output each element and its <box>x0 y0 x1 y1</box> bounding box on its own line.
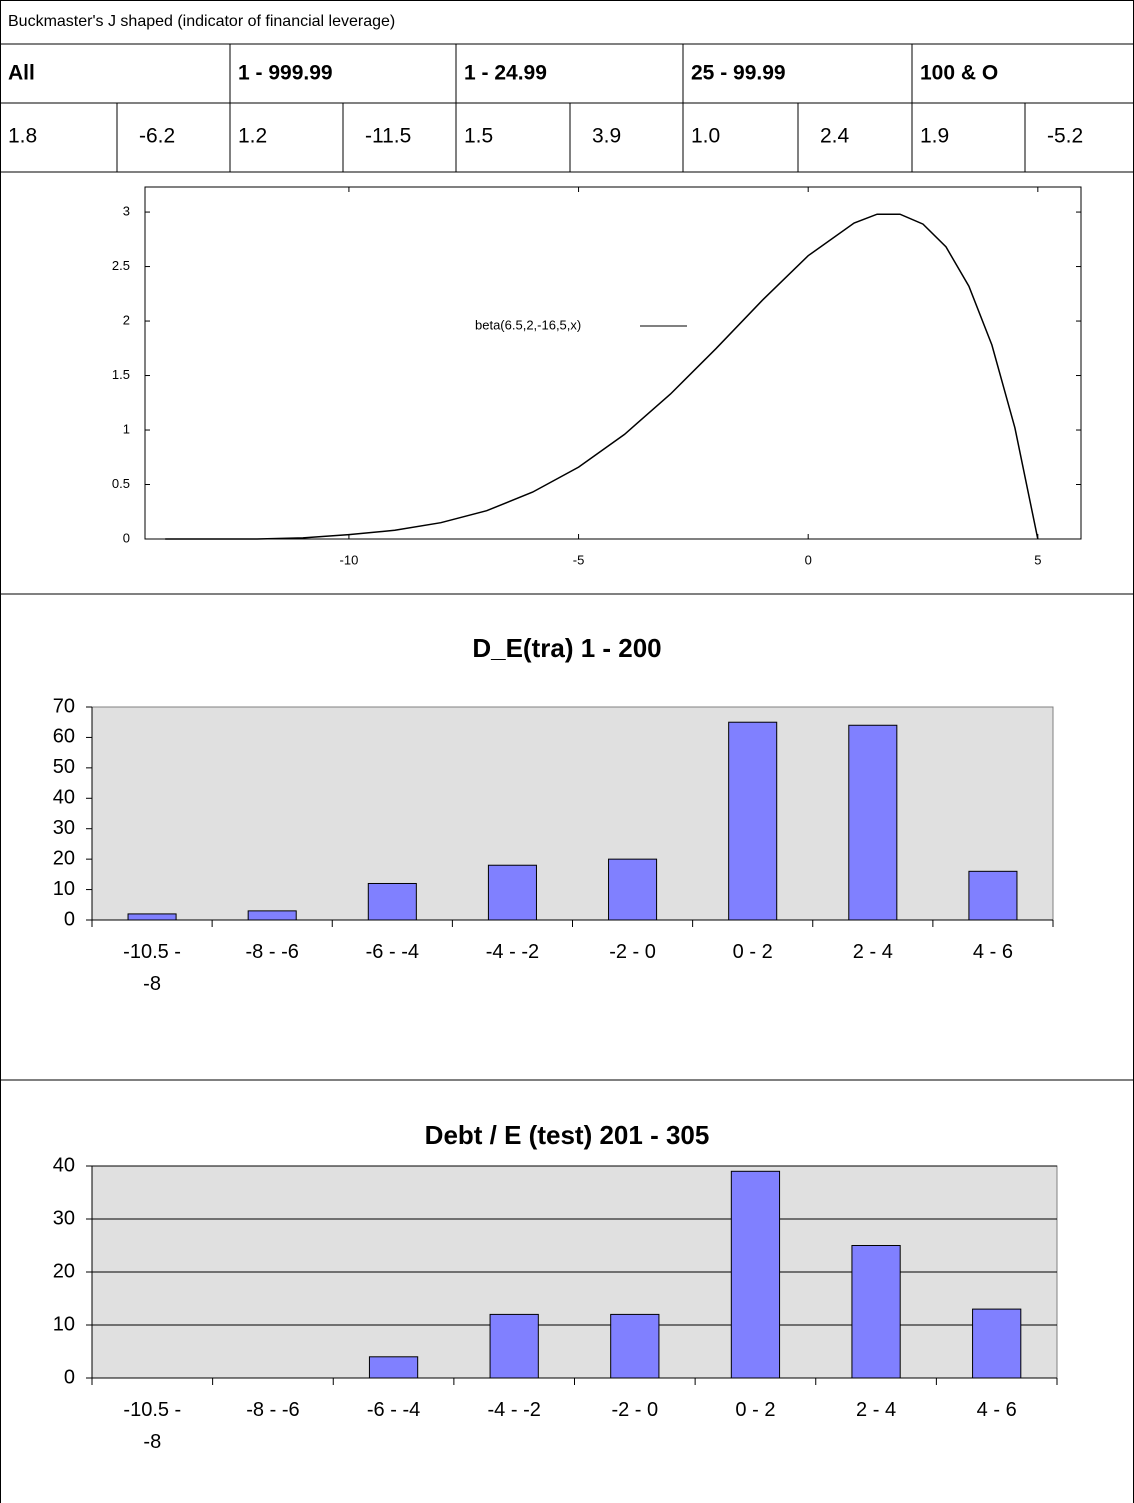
y-tick-label: 1 <box>123 421 130 436</box>
bar <box>730 1170 781 1379</box>
y-tick-label: 2.5 <box>112 258 130 273</box>
x-tick-label: -6 - -4 <box>365 941 419 963</box>
bar <box>127 913 177 921</box>
y-tick-label: 50 <box>53 756 75 778</box>
table-title: Buckmaster's J shaped (indicator of fina… <box>8 13 395 30</box>
x-tick-label: -4 - -2 <box>487 1399 541 1421</box>
bar <box>608 858 658 921</box>
y-tick-label: 60 <box>53 726 75 748</box>
bar <box>247 910 297 921</box>
bar <box>848 724 898 921</box>
x-tick-label: -2 - 0 <box>609 941 656 963</box>
x-tick-label: 2 - 4 <box>852 941 893 963</box>
plot-frame <box>144 186 1082 540</box>
table-cell: 2.4 <box>820 125 850 148</box>
chart-title: Debt / E (test) 201 - 305 <box>425 1120 710 1150</box>
y-tick-label: 40 <box>53 787 75 809</box>
x-tick-label: -5 <box>573 552 585 567</box>
x-tick-label: 2 - 4 <box>856 1399 897 1421</box>
x-tick-label: -10.5 - -8 <box>123 941 181 995</box>
chart-title: D_E(tra) 1 - 200 <box>472 633 661 663</box>
bar <box>972 1308 1022 1379</box>
y-tick-label: 10 <box>53 1313 75 1335</box>
table-cell: 1.5 <box>464 125 493 148</box>
y-tick-label: 40 <box>53 1154 75 1176</box>
y-tick-label: 0 <box>64 1366 75 1388</box>
x-tick-label: -4 - -2 <box>485 941 540 963</box>
legend-label: beta(6.5,2,-16,5,x) <box>475 317 581 332</box>
x-tick-label: -6 - -4 <box>366 1399 421 1421</box>
x-tick-label: 0 - 2 <box>735 1399 776 1421</box>
bar <box>728 721 778 921</box>
y-tick-label: 10 <box>53 878 75 900</box>
table-cell: -5.2 <box>1047 125 1083 148</box>
table-cell: 1.0 <box>691 125 720 148</box>
bar <box>367 882 417 921</box>
bar <box>368 1356 419 1379</box>
table-cell: 1.9 <box>920 125 949 148</box>
table-cell: -11.5 <box>365 125 411 148</box>
y-tick-label: 1.5 <box>112 367 130 382</box>
x-tick-label: -10 <box>340 552 359 567</box>
table-cell: 1.8 <box>8 125 37 148</box>
line-series <box>165 213 1039 540</box>
y-tick-label: 20 <box>53 1260 75 1282</box>
x-tick-label: 4 - 6 <box>972 941 1013 963</box>
bar <box>489 1313 539 1379</box>
table-header: 25 - 99.99 <box>691 62 786 85</box>
table-cell: 3.9 <box>592 125 621 148</box>
table-cell: 1.2 <box>238 125 267 148</box>
y-tick-label: 2 <box>123 312 130 327</box>
bar <box>487 864 537 921</box>
y-tick-label: 20 <box>53 847 75 869</box>
x-tick-label: -8 - -6 <box>246 1399 300 1421</box>
x-tick-label: 4 - 6 <box>976 1399 1017 1421</box>
x-tick-label: -10.5 - -8 <box>123 1399 182 1453</box>
bar <box>968 870 1018 921</box>
x-tick-label: 5 <box>1034 552 1041 567</box>
table-header: 1 - 999.99 <box>238 62 333 85</box>
y-tick-label: 3 <box>123 204 130 219</box>
y-tick-label: 70 <box>53 695 75 717</box>
x-tick-label: -2 - 0 <box>611 1399 659 1421</box>
x-tick-label: -8 - -6 <box>245 941 299 963</box>
plot-area <box>91 706 1054 921</box>
table-cell: -6.2 <box>139 125 175 148</box>
table-header: 1 - 24.99 <box>464 62 547 85</box>
x-tick-label: 0 - 2 <box>732 941 773 963</box>
y-tick-label: 0 <box>64 908 75 930</box>
bar <box>610 1313 660 1379</box>
y-tick-label: 30 <box>53 1207 75 1229</box>
x-tick-label: 0 <box>805 552 812 567</box>
table-header: 100 & O <box>920 62 998 85</box>
bar <box>851 1245 901 1379</box>
table-header: All <box>8 62 35 85</box>
y-tick-label: 0.5 <box>112 476 130 491</box>
y-tick-label: 0 <box>123 530 130 545</box>
y-tick-label: 30 <box>53 817 75 839</box>
